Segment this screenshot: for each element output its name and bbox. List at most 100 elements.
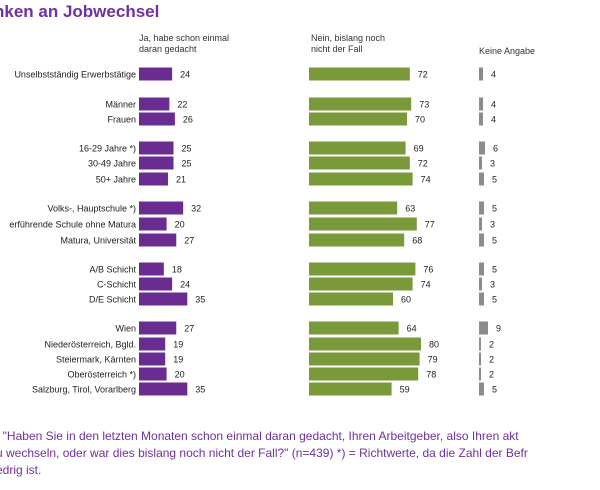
data-label: 20 bbox=[175, 220, 185, 230]
data-label: 59 bbox=[400, 385, 410, 395]
data-label: 60 bbox=[401, 295, 411, 305]
bar-nein bbox=[309, 292, 393, 306]
bar-chart: Unselbstständig Erwerbstätige 24 72 4 Männer… bbox=[9, 67, 501, 396]
category-label: Matura, Universität bbox=[60, 236, 136, 246]
data-label: 24 bbox=[180, 280, 190, 290]
data-label: 2 bbox=[489, 355, 494, 365]
bar-nein bbox=[309, 382, 392, 396]
bar-keine-angabe bbox=[479, 337, 481, 351]
bar-ja bbox=[139, 321, 177, 335]
legend-keine-angabe: Keine Angabe bbox=[479, 46, 536, 56]
bar-nein bbox=[309, 67, 410, 81]
data-label: 19 bbox=[173, 355, 183, 365]
data-label: 5 bbox=[492, 204, 497, 214]
bar-keine-angabe bbox=[479, 67, 483, 81]
data-label: 72 bbox=[418, 159, 428, 169]
data-label: 80 bbox=[429, 340, 439, 350]
data-label: 24 bbox=[180, 70, 190, 80]
data-label: 27 bbox=[184, 236, 194, 246]
data-label: 73 bbox=[419, 100, 429, 110]
category-label: Salzburg, Tirol, Vorarlberg bbox=[32, 385, 136, 395]
data-label: 35 bbox=[195, 295, 205, 305]
data-label: 3 bbox=[490, 220, 495, 230]
data-label: 6 bbox=[493, 144, 498, 154]
data-label: 74 bbox=[421, 280, 431, 290]
bar-keine-angabe bbox=[479, 201, 484, 215]
bar-nein bbox=[309, 337, 421, 351]
data-label: 9 bbox=[496, 324, 501, 334]
category-label: Niederösterreich, Bgld. bbox=[44, 340, 136, 350]
data-label: 20 bbox=[175, 370, 185, 380]
data-label: 3 bbox=[490, 280, 495, 290]
category-label: 50+ Jahre bbox=[96, 175, 136, 185]
category-label: Frauen bbox=[107, 115, 136, 125]
category-label: Steiermark, Kärnten bbox=[56, 355, 136, 365]
bar-ja bbox=[139, 67, 173, 81]
category-label: C-Schicht bbox=[97, 280, 137, 290]
bar-ja bbox=[139, 277, 173, 291]
data-label: 74 bbox=[421, 175, 431, 185]
data-label: 35 bbox=[195, 385, 205, 395]
bar-nein bbox=[309, 172, 413, 186]
bar-ja bbox=[139, 201, 184, 215]
data-label: 77 bbox=[425, 220, 435, 230]
category-label: Unselbstständig Erwerbstätige bbox=[14, 70, 136, 80]
legend-ja: Ja, habe schon einmal daran gedacht bbox=[139, 33, 230, 54]
category-label: Männer bbox=[105, 100, 136, 110]
bar-nein bbox=[309, 233, 405, 247]
bar-keine-angabe bbox=[479, 262, 484, 276]
data-label: 18 bbox=[172, 265, 182, 275]
data-label: 2 bbox=[489, 370, 494, 380]
data-label: 69 bbox=[414, 144, 424, 154]
bar-keine-angabe bbox=[479, 156, 482, 170]
data-label: 68 bbox=[412, 236, 422, 246]
bar-nein bbox=[309, 112, 407, 126]
data-label: 64 bbox=[407, 324, 417, 334]
data-label: 22 bbox=[177, 100, 187, 110]
data-label: 5 bbox=[492, 236, 497, 246]
data-label: 26 bbox=[183, 115, 193, 125]
bar-ja bbox=[139, 367, 167, 381]
bar-ja bbox=[139, 352, 166, 366]
data-label: 78 bbox=[426, 370, 436, 380]
bar-ja bbox=[139, 233, 177, 247]
data-label: 32 bbox=[191, 204, 201, 214]
data-label: 5 bbox=[492, 385, 497, 395]
bar-nein bbox=[309, 141, 406, 155]
bar-nein bbox=[309, 277, 413, 291]
bar-nein bbox=[309, 201, 398, 215]
data-label: 2 bbox=[489, 340, 494, 350]
bar-ja bbox=[139, 172, 168, 186]
data-label: 25 bbox=[182, 144, 192, 154]
legend-nein: Nein, bislang noch nicht der Fall bbox=[311, 33, 386, 54]
category-label: Volks-, Hauptschule *) bbox=[47, 204, 136, 214]
bar-keine-angabe bbox=[479, 97, 483, 111]
bar-nein bbox=[309, 156, 410, 170]
bar-ja bbox=[139, 292, 188, 306]
bar-keine-angabe bbox=[479, 321, 488, 335]
data-label: 4 bbox=[491, 70, 496, 80]
bar-keine-angabe bbox=[479, 112, 483, 126]
bar-nein bbox=[309, 97, 412, 111]
category-label: A/B Schicht bbox=[89, 265, 136, 275]
bar-ja bbox=[139, 112, 175, 126]
data-label: 76 bbox=[423, 265, 433, 275]
bar-keine-angabe bbox=[479, 141, 485, 155]
category-label: 30-49 Jahre bbox=[88, 159, 136, 169]
bar-keine-angabe bbox=[479, 277, 482, 291]
bar-nein bbox=[309, 262, 416, 276]
data-label: 19 bbox=[173, 340, 183, 350]
bar-keine-angabe bbox=[479, 292, 484, 306]
chart-title: nken an Jobwechsel bbox=[0, 2, 160, 21]
data-label: 70 bbox=[415, 115, 425, 125]
bar-keine-angabe bbox=[479, 352, 481, 366]
bar-ja bbox=[139, 156, 174, 170]
bar-keine-angabe bbox=[479, 217, 482, 231]
data-label: 5 bbox=[492, 175, 497, 185]
category-label: erführende Schule ohne Matura bbox=[9, 220, 136, 230]
data-label: 5 bbox=[492, 295, 497, 305]
bar-ja bbox=[139, 217, 167, 231]
bar-nein bbox=[309, 217, 417, 231]
bar-ja bbox=[139, 141, 174, 155]
bar-ja bbox=[139, 97, 170, 111]
